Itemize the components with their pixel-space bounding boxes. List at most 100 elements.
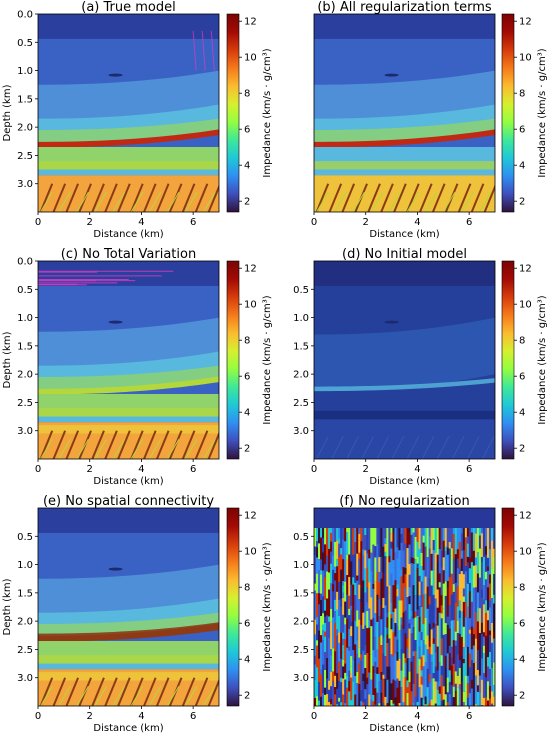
- noise-cell: [378, 557, 381, 572]
- noise-cell: [464, 602, 468, 613]
- noise-cell: [442, 608, 446, 635]
- noise-cell: [414, 528, 417, 537]
- noise-cell: [344, 624, 347, 640]
- noise-cell: [378, 643, 381, 669]
- noise-cell: [346, 687, 349, 706]
- colorbar-tick-label: 12: [244, 511, 257, 522]
- noise-cell: [444, 528, 448, 547]
- noise-cell: [352, 577, 355, 585]
- noise-cell: [478, 675, 482, 694]
- noise-cell: [370, 597, 373, 620]
- noise-cell: [382, 597, 385, 608]
- noise-cell: [330, 551, 333, 564]
- noise-cell: [478, 658, 482, 676]
- stripe: [65, 430, 80, 459]
- stripe: [203, 191, 216, 212]
- noise-cell: [392, 528, 395, 533]
- colorbar-tick-label: 2: [244, 691, 250, 702]
- y-tick-label: 1.5: [293, 588, 309, 599]
- noise-cell: [318, 658, 321, 683]
- noise-cell: [430, 553, 433, 571]
- noise-cell: [482, 653, 486, 674]
- noise-cell: [458, 618, 462, 634]
- noise-cell: [366, 528, 369, 554]
- noise-cell: [408, 658, 411, 672]
- noise-cell: [464, 686, 468, 692]
- noise-cell: [348, 554, 351, 569]
- noise-cell: [424, 662, 427, 680]
- noise-cell: [390, 533, 393, 542]
- noise-cell: [336, 540, 339, 560]
- noise-cell: [402, 567, 405, 584]
- stripe: [76, 191, 89, 212]
- noise-cell: [324, 548, 327, 565]
- noise-cell: [320, 600, 323, 616]
- noise-cell: [464, 612, 468, 618]
- colorbar-tick-label: 6: [244, 619, 250, 630]
- noise-cell: [344, 541, 347, 558]
- noise-cell: [482, 528, 486, 558]
- noise-cell: [328, 528, 331, 549]
- colorbar-tick-label: 2: [244, 444, 250, 455]
- noise-cell: [418, 646, 421, 660]
- noise-cell: [418, 549, 421, 576]
- stripe: [181, 430, 196, 459]
- noise-cell: [436, 670, 439, 682]
- noise-cell: [332, 681, 335, 706]
- water-layer: [314, 261, 495, 286]
- colorbar-tick-label: 4: [244, 655, 250, 666]
- colorbar-tick-label: 10: [519, 53, 532, 64]
- noise-cell: [446, 653, 450, 678]
- noise-cell: [350, 626, 353, 637]
- x-tick-label: 4: [138, 464, 144, 475]
- stripe: [130, 685, 144, 706]
- y-tick-label: 3.0: [293, 426, 309, 437]
- stripe: [148, 438, 162, 459]
- noise-cell: [442, 654, 446, 661]
- stripe: [65, 183, 80, 212]
- noise-cell: [408, 619, 411, 624]
- layer-band: [314, 70, 495, 122]
- colorbar-label: Impedance (km/s · g/cm³): [537, 542, 548, 671]
- stripe: [117, 183, 131, 212]
- stripe: [65, 677, 80, 706]
- layer-band: [38, 655, 219, 664]
- noise-cell: [328, 702, 331, 706]
- noise-cell: [324, 687, 327, 695]
- colorbar-tick-label: 8: [244, 583, 250, 594]
- noise-cell: [404, 662, 407, 670]
- noise-cell: [386, 642, 389, 667]
- stripe: [406, 183, 420, 212]
- noise-cell: [386, 634, 389, 643]
- colorbar-tick-label: 2: [244, 197, 250, 208]
- stripe: [156, 430, 170, 459]
- stripe: [482, 436, 495, 459]
- y-tick-label: 2.0: [293, 370, 309, 381]
- noise-cell: [490, 656, 494, 668]
- noise-cell: [322, 528, 325, 538]
- noise-cell: [348, 568, 351, 577]
- noise-cell: [326, 555, 329, 572]
- noise-cell: [348, 691, 351, 706]
- noise-cell: [318, 593, 321, 605]
- noise-cell: [406, 597, 409, 616]
- noise-cell: [472, 550, 476, 566]
- noise-cell: [360, 660, 363, 691]
- noise-cell: [440, 675, 444, 701]
- noise-cell: [394, 653, 397, 681]
- colorbar-label: Impedance (km/s · g/cm³): [262, 542, 273, 671]
- noise-cell: [404, 669, 407, 678]
- noise-cell: [416, 528, 419, 542]
- stripe: [316, 436, 329, 459]
- noise-cell: [408, 628, 411, 659]
- y-axis-label: Depth (km): [2, 84, 13, 141]
- noise-cell: [380, 578, 383, 606]
- noise-cell: [330, 671, 333, 687]
- water-layer: [38, 508, 219, 533]
- noise-cell: [438, 641, 441, 663]
- noise-cell: [316, 573, 319, 594]
- noise-cell: [434, 681, 437, 704]
- noise-cell: [366, 653, 369, 678]
- noise-cell: [394, 636, 397, 654]
- noise-cell: [432, 528, 435, 541]
